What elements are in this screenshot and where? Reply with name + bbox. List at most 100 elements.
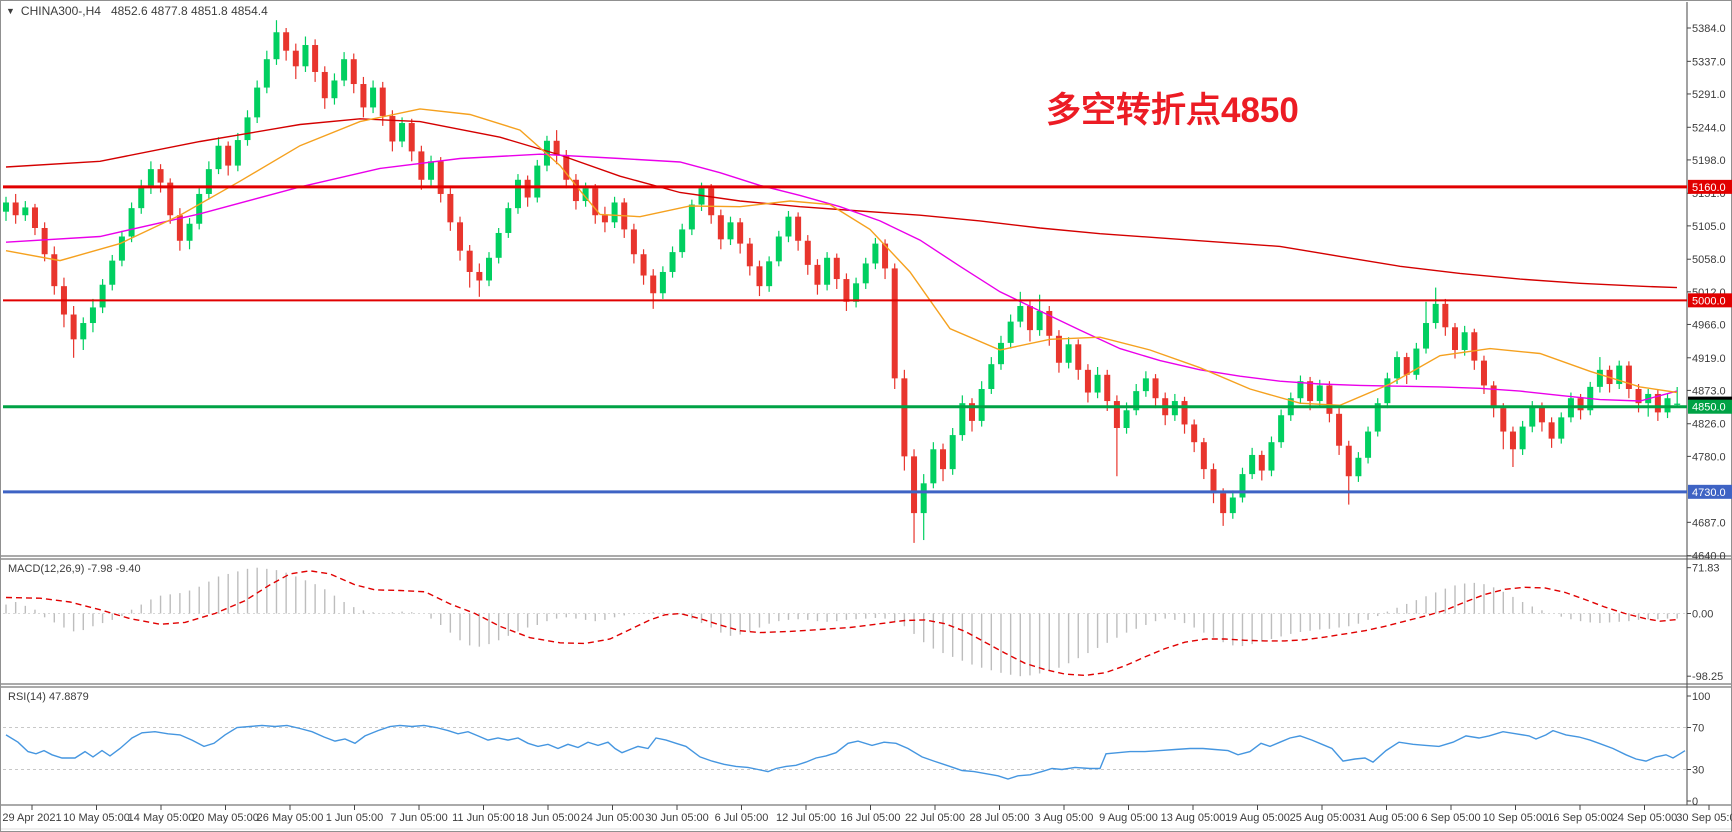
time-axis-label: 24 Jun 05:00: [581, 812, 645, 824]
time-axis-label: 18 Jun 05:00: [516, 812, 580, 824]
level-price-tag-label: 5000.0: [1692, 295, 1726, 307]
time-axis-label: 6 Sep 05:00: [1421, 812, 1480, 824]
candle-body: [1394, 357, 1401, 379]
price-axis-label: 5105.0: [1692, 221, 1726, 233]
candle-body: [1239, 474, 1246, 498]
candle-body: [969, 403, 975, 421]
candle-body: [1432, 303, 1439, 324]
candle-body: [370, 87, 377, 108]
candle-body: [1084, 369, 1091, 393]
candle-body: [205, 169, 212, 194]
time-axis-label: 30 Sep 05:00: [1676, 812, 1732, 824]
candle-body: [138, 185, 145, 209]
chart-ohlc-values: 4852.6 4877.8 4851.8 4854.4: [110, 4, 268, 18]
candle-body: [408, 123, 415, 152]
candle-body: [1500, 408, 1507, 432]
candle-body: [940, 449, 947, 470]
candle-body: [254, 87, 261, 118]
candle-body: [196, 193, 203, 224]
candle-body: [1374, 403, 1381, 432]
candle-body: [31, 207, 38, 228]
time-axis-label: 1 Jun 05:00: [326, 812, 384, 824]
candle-body: [1519, 426, 1526, 450]
candle-body: [592, 188, 599, 216]
candle-body: [399, 123, 406, 142]
macd-axis-label: 71.83: [1692, 563, 1720, 575]
time-axis-label: 30 Jun 05:00: [645, 812, 709, 824]
time-axis-label: 28 Jul 05:00: [970, 812, 1030, 824]
candle-body: [51, 254, 58, 287]
candle-body: [1577, 398, 1584, 411]
candlesticks: [3, 20, 1681, 543]
candle-body: [630, 229, 637, 255]
candle-body: [1413, 348, 1420, 375]
time-axis-label: 31 Aug 05:00: [1354, 812, 1419, 824]
candle-body: [418, 151, 425, 180]
candle-body: [524, 179, 531, 198]
price-panel[interactable]: [3, 20, 1687, 543]
chart-title-bar: ▼ CHINA300-,H4 4852.6 4877.8 4851.8 4854.4: [6, 4, 268, 18]
candle-body: [225, 145, 232, 166]
candle-body: [1442, 303, 1449, 328]
candle-body: [331, 80, 338, 99]
candle-body: [804, 240, 811, 265]
rsi-axis-label: 70: [1692, 723, 1704, 735]
price-axis-label: 4640.0: [1692, 551, 1726, 563]
candle-body: [1384, 378, 1391, 404]
candle-body: [611, 202, 618, 223]
time-axis-label: 16 Sep 05:00: [1547, 812, 1612, 824]
candle-body: [1220, 493, 1227, 514]
candle-body: [234, 140, 241, 166]
macd-axis-label: 0.00: [1692, 609, 1713, 621]
candle-body: [428, 161, 435, 180]
candle-body: [1529, 406, 1536, 427]
rsi-line: [5, 724, 1686, 780]
candle-body: [1268, 442, 1275, 471]
candle-body: [1461, 332, 1468, 350]
candle-body: [766, 261, 773, 287]
candle-body: [118, 236, 125, 261]
candle-body: [901, 378, 908, 457]
candle-body: [534, 165, 541, 198]
candle-body: [215, 145, 222, 170]
price-axis-label: 4687.0: [1692, 517, 1726, 529]
candle-body: [1094, 374, 1101, 393]
candle-body: [312, 45, 319, 72]
macd-panel[interactable]: 71.83 0.00 -98.25: [3, 563, 1723, 684]
moving-average-magenta: [5, 153, 1678, 402]
candle-body: [128, 208, 135, 237]
candle-body: [1355, 457, 1362, 477]
candle-body: [862, 263, 869, 284]
chart-annotation-text: 多空转折点4850: [1046, 91, 1299, 130]
candle-body: [466, 250, 473, 272]
candle-body: [1026, 306, 1033, 331]
candle-body: [1297, 381, 1304, 399]
level-price-tag-label: 5160.0: [1692, 182, 1726, 194]
time-axis-label: 22 Jul 05:00: [905, 812, 965, 824]
level-price-tag-label: 4730.0: [1692, 487, 1726, 499]
candle-body: [1123, 410, 1130, 428]
candle-body: [1548, 422, 1555, 439]
candle-body: [746, 243, 753, 267]
price-axis-label: 5198.0: [1692, 155, 1726, 167]
time-axis-label: 11 Jun 05:00: [452, 812, 515, 824]
candle-body: [447, 193, 454, 223]
candle-body: [12, 202, 19, 216]
candle-body: [89, 307, 96, 324]
symbol-dropdown-icon[interactable]: ▼: [6, 6, 15, 16]
candle-body: [1326, 385, 1333, 414]
candle-body: [341, 59, 348, 81]
price-axis-label: 4966.0: [1692, 319, 1726, 331]
candle-body: [650, 275, 657, 294]
price-axis-label: 5244.0: [1692, 122, 1726, 134]
candle-body: [659, 271, 666, 294]
candle-body: [959, 403, 966, 436]
candle-body: [99, 284, 106, 308]
macd-axis-label: -98.25: [1692, 671, 1723, 683]
rsi-panel[interactable]: 100 70 30 0: [3, 691, 1710, 808]
candle-body: [1181, 401, 1188, 425]
candle-body: [988, 364, 995, 389]
